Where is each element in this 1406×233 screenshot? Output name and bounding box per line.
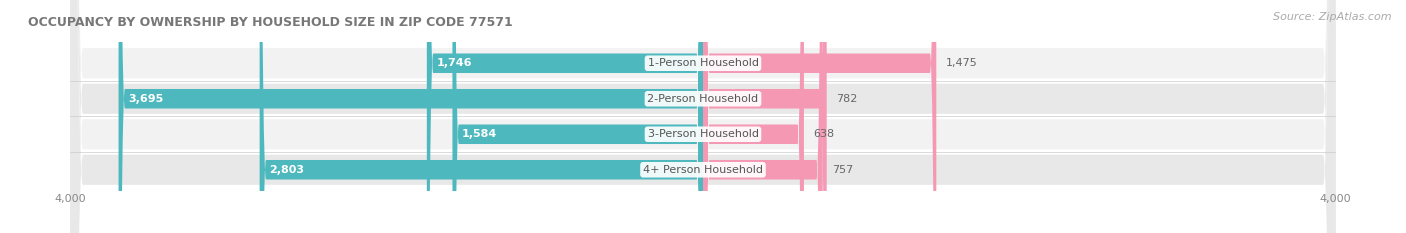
FancyBboxPatch shape (70, 0, 1336, 233)
Text: OCCUPANCY BY OWNERSHIP BY HOUSEHOLD SIZE IN ZIP CODE 77571: OCCUPANCY BY OWNERSHIP BY HOUSEHOLD SIZE… (28, 16, 513, 29)
FancyBboxPatch shape (70, 0, 1336, 233)
FancyBboxPatch shape (70, 0, 1336, 233)
FancyBboxPatch shape (427, 0, 703, 233)
FancyBboxPatch shape (703, 0, 804, 233)
Text: 1,746: 1,746 (436, 58, 472, 68)
Text: 1,475: 1,475 (946, 58, 977, 68)
Text: 1,584: 1,584 (463, 129, 498, 139)
Text: 638: 638 (814, 129, 835, 139)
Text: Source: ZipAtlas.com: Source: ZipAtlas.com (1274, 12, 1392, 22)
FancyBboxPatch shape (703, 0, 823, 233)
FancyBboxPatch shape (453, 0, 703, 233)
FancyBboxPatch shape (703, 0, 827, 233)
Text: 3-Person Household: 3-Person Household (648, 129, 758, 139)
Text: 757: 757 (832, 165, 853, 175)
Text: 1-Person Household: 1-Person Household (648, 58, 758, 68)
FancyBboxPatch shape (703, 0, 936, 233)
Text: 4+ Person Household: 4+ Person Household (643, 165, 763, 175)
FancyBboxPatch shape (70, 0, 1336, 233)
FancyBboxPatch shape (118, 0, 703, 233)
Text: 2,803: 2,803 (269, 165, 304, 175)
Text: 782: 782 (837, 94, 858, 104)
Text: 3,695: 3,695 (128, 94, 163, 104)
Text: 2-Person Household: 2-Person Household (647, 94, 759, 104)
FancyBboxPatch shape (260, 0, 703, 233)
